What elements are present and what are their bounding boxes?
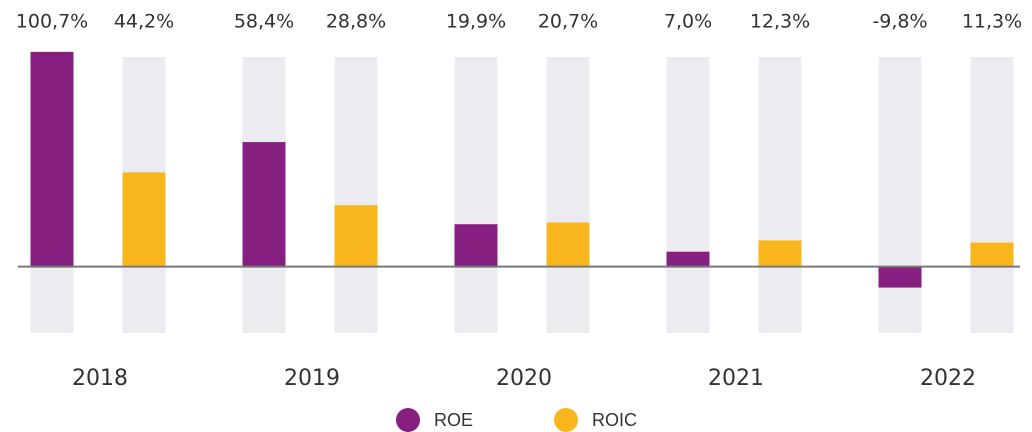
bar	[242, 142, 286, 267]
bar	[970, 242, 1014, 267]
value-label: 7,0%	[664, 11, 712, 33]
bar	[546, 222, 590, 267]
bar-track	[970, 57, 1014, 333]
bar	[666, 251, 710, 267]
bar-track	[454, 57, 498, 333]
bar	[878, 266, 922, 288]
bar-track	[334, 57, 378, 333]
x-tick-label: 2018	[72, 366, 128, 391]
bar	[30, 51, 74, 267]
x-tick-label: 2021	[708, 366, 764, 391]
bar-track	[546, 57, 590, 333]
legend-label: ROE	[434, 410, 473, 430]
value-label: 58,4%	[234, 11, 294, 33]
legend-marker	[554, 408, 578, 432]
x-tick-label: 2019	[284, 366, 340, 391]
value-label: 12,3%	[750, 11, 810, 33]
x-tick-label: 2022	[920, 366, 976, 391]
value-label: 44,2%	[114, 11, 174, 33]
x-tick-label: 2020	[496, 366, 552, 391]
bar	[334, 205, 378, 267]
value-label: 11,3%	[962, 11, 1022, 33]
value-label: 19,9%	[446, 11, 506, 33]
bar	[122, 172, 166, 267]
legend-marker	[396, 408, 420, 432]
legend-label: ROIC	[592, 410, 637, 430]
bar	[758, 240, 802, 267]
value-label: -9,8%	[872, 11, 927, 33]
value-label: 28,8%	[326, 11, 386, 33]
value-label: 20,7%	[538, 11, 598, 33]
bar-track	[878, 57, 922, 333]
bar	[454, 224, 498, 267]
bar-track	[758, 57, 802, 333]
value-label: 100,7%	[16, 11, 88, 33]
bar-track	[666, 57, 710, 333]
